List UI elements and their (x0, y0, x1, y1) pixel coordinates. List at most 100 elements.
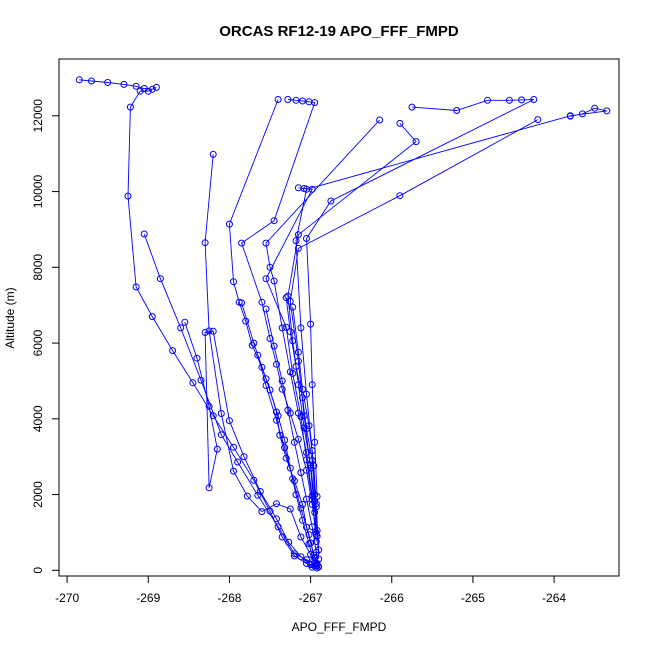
data-point (282, 294, 290, 302)
series-17 (254, 351, 321, 567)
series-16 (289, 303, 323, 554)
data-point (250, 339, 258, 347)
data-point (566, 112, 574, 120)
data-point (299, 97, 306, 105)
data-point (286, 505, 294, 513)
data-point (201, 329, 209, 336)
data-point (303, 495, 310, 503)
data-point (132, 82, 140, 90)
data-point (225, 220, 233, 228)
data-point (408, 103, 416, 111)
data-point (396, 119, 404, 127)
data-point (591, 104, 599, 112)
data-point (201, 239, 209, 247)
data-point (205, 484, 213, 492)
x-tick-label: -270 (55, 591, 79, 605)
data-point (292, 363, 300, 370)
data-point (286, 297, 294, 305)
series-12 (262, 184, 320, 545)
data-point (305, 531, 313, 539)
data-point (297, 553, 305, 561)
data-point (124, 192, 132, 200)
x-axis: -270 -269 -268 -267 -266 -265 -264 (55, 575, 566, 605)
data-point (270, 277, 278, 285)
data-point (242, 317, 250, 325)
data-point (308, 523, 316, 531)
y-tick-label: 2000 (31, 481, 45, 508)
data-point (248, 341, 256, 349)
y-axis-label: Altitude (m) (3, 287, 17, 348)
data-point (308, 185, 316, 193)
data-point (299, 385, 306, 393)
data-point (197, 376, 205, 384)
data-point (290, 550, 298, 558)
y-tick-label: 0 (31, 567, 45, 574)
data-point (312, 503, 320, 511)
data-point (189, 379, 197, 387)
data-point (303, 235, 310, 242)
x-tick-label: -268 (217, 591, 241, 605)
data-point (484, 96, 491, 104)
series-line (143, 233, 318, 567)
data-point (273, 360, 280, 368)
data-point (266, 335, 274, 342)
data-point (262, 375, 270, 383)
data-point (412, 138, 420, 146)
data-point (225, 417, 233, 425)
x-tick-label: -264 (542, 591, 566, 605)
data-point (262, 305, 270, 313)
data-point (315, 563, 323, 571)
data-point (310, 551, 318, 559)
series-line (257, 355, 318, 564)
data-point (258, 508, 266, 516)
x-axis-label: APO_FFF_FMPD (292, 620, 387, 634)
data-point (258, 298, 266, 306)
data-point (311, 491, 319, 499)
data-point (132, 283, 140, 291)
data-point (292, 96, 300, 104)
x-tick-label: -265 (461, 591, 485, 605)
data-point (230, 467, 237, 475)
data-point (396, 192, 404, 200)
data-point (262, 275, 270, 283)
data-point (148, 85, 156, 93)
data-point (273, 515, 280, 523)
data-point (205, 327, 213, 335)
data-point (217, 410, 225, 417)
data-point (278, 377, 286, 385)
series-3 (181, 318, 319, 570)
data-point (299, 394, 306, 402)
data-point (297, 413, 305, 420)
data-point (169, 347, 177, 355)
series-layer (75, 76, 611, 572)
y-tick-label: 10000 (31, 175, 45, 209)
series-line (289, 119, 539, 513)
data-point (274, 96, 282, 103)
data-point (152, 83, 160, 91)
data-point (303, 556, 310, 564)
data-point (297, 469, 305, 477)
series-8 (284, 119, 420, 538)
data-point (136, 87, 144, 95)
data-point (297, 504, 305, 512)
data-point (177, 324, 185, 332)
data-point (205, 402, 213, 410)
data-point (299, 516, 306, 524)
data-point (453, 107, 461, 114)
data-point (290, 438, 298, 446)
data-point (254, 351, 262, 359)
data-point (305, 540, 313, 548)
data-point (284, 406, 292, 414)
data-point (311, 99, 319, 107)
series-9 (303, 96, 538, 500)
x-tick-label: -266 (380, 591, 404, 605)
data-point (270, 342, 278, 350)
series-line (184, 322, 315, 567)
data-point (148, 313, 156, 321)
data-point (213, 445, 221, 453)
y-tick-label: 12000 (31, 99, 45, 133)
data-point (240, 453, 248, 461)
data-point (315, 546, 323, 554)
data-point (294, 244, 302, 252)
series-7 (262, 116, 384, 536)
